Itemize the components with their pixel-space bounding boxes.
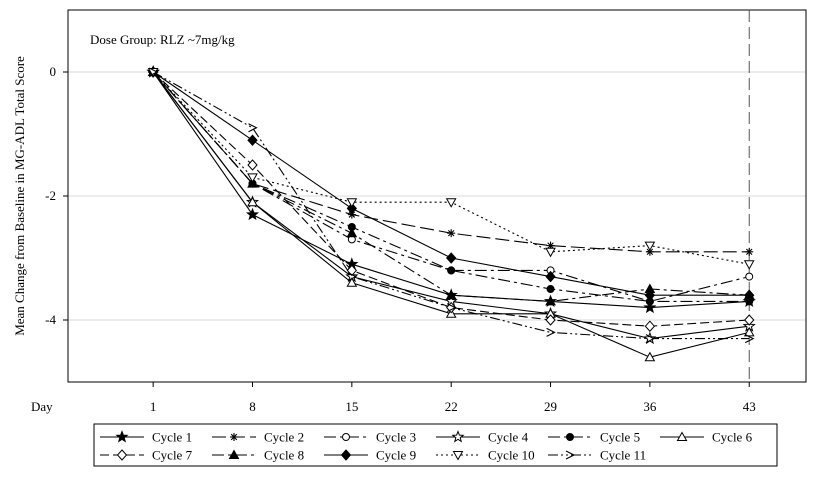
x-axis: 1 8 15 22 29 36 43 xyxy=(150,382,756,414)
data-point-cycle-1 xyxy=(643,300,657,314)
legend-swatch-marker xyxy=(565,450,576,460)
data-point-cycle-2 xyxy=(447,229,456,238)
data-point-cycle-11 xyxy=(347,272,358,282)
data-point-cycle-5 xyxy=(546,285,555,293)
data-point-cycle-11 xyxy=(744,334,755,344)
series-markers xyxy=(146,65,756,362)
data-point-cycle-10 xyxy=(445,198,457,208)
y-axis: 0 -2 -4 xyxy=(45,64,68,327)
x-axis-title: Day xyxy=(31,399,53,414)
data-point-cycle-8 xyxy=(247,178,258,188)
data-point-cycle-10 xyxy=(247,173,258,183)
x-tick-label: 22 xyxy=(445,399,458,414)
legend-swatch-marker xyxy=(676,431,688,441)
legend-swatch-marker xyxy=(115,430,129,443)
data-point-cycle-8 xyxy=(346,227,358,238)
data-point-cycle-7 xyxy=(644,320,656,332)
legend-item-cycle-2: Cycle 2 xyxy=(212,430,304,445)
legend-label-cycle-10: Cycle 10 xyxy=(488,448,535,463)
data-point-cycle-6 xyxy=(247,196,258,207)
legend-label-cycle-6: Cycle 6 xyxy=(712,430,753,445)
legend-swatch-marker xyxy=(566,433,574,441)
data-point-cycle-10 xyxy=(644,241,656,252)
data-point-cycle-9 xyxy=(644,289,656,301)
y-tick-label: -2 xyxy=(45,188,56,203)
data-point-cycle-10 xyxy=(346,198,358,208)
data-point-cycle-1 xyxy=(245,207,260,221)
legend-item-cycle-5: Cycle 5 xyxy=(548,430,640,445)
data-point-cycle-9 xyxy=(346,202,358,215)
x-tick-label: 43 xyxy=(743,399,756,414)
y-tick-label: 0 xyxy=(50,64,57,79)
legend-swatch-marker xyxy=(340,449,352,461)
data-point-cycle-11 xyxy=(148,67,159,77)
legend: Cycle 1 Cycle 2 Cycle 3 Cycle 4 Cycle 5 Cycle… xyxy=(100,430,753,463)
legend-label-cycle-1: Cycle 1 xyxy=(152,430,192,445)
data-point-cycle-11 xyxy=(645,334,656,344)
legend-item-cycle-8: Cycle 8 xyxy=(212,448,304,463)
legend-label-cycle-11: Cycle 11 xyxy=(600,448,646,463)
legend-item-cycle-3: Cycle 3 xyxy=(324,430,416,445)
legend-swatch-marker xyxy=(228,449,240,459)
legend-item-cycle-7: Cycle 7 xyxy=(100,448,193,463)
legend-box xyxy=(93,423,778,467)
x-tick-label: 29 xyxy=(544,399,557,414)
data-point-cycle-6 xyxy=(346,277,358,287)
legend-label-cycle-4: Cycle 4 xyxy=(488,430,529,445)
dose-group-annotation: Dose Group: RLZ ~7mg/kg xyxy=(90,32,235,47)
y-tick-label: -4 xyxy=(45,312,56,327)
legend-swatch-marker xyxy=(116,449,128,461)
legend-item-cycle-9: Cycle 9 xyxy=(324,448,416,463)
data-point-cycle-6 xyxy=(743,326,755,337)
legend-label-cycle-5: Cycle 5 xyxy=(600,430,640,445)
gridlines xyxy=(68,71,806,321)
data-point-cycle-11 xyxy=(546,327,556,337)
data-point-cycle-7 xyxy=(446,301,457,314)
data-point-cycle-5 xyxy=(447,266,456,275)
legend-item-cycle-1: Cycle 1 xyxy=(100,430,192,445)
data-point-cycle-2 xyxy=(347,210,356,219)
data-point-cycle-9 xyxy=(744,289,755,301)
data-point-cycle-2 xyxy=(745,247,754,256)
x-tick-label: 1 xyxy=(150,399,157,414)
series-line-cycle-2 xyxy=(152,71,750,253)
legend-item-cycle-10: Cycle 10 xyxy=(436,448,535,463)
legend-swatch-marker xyxy=(230,433,238,441)
data-point-cycle-10 xyxy=(743,260,755,270)
x-tick-label: 36 xyxy=(643,399,657,414)
data-point-cycle-3 xyxy=(745,272,754,281)
legend-swatch-marker xyxy=(451,430,465,443)
data-point-cycle-6 xyxy=(644,351,656,362)
data-point-cycle-8 xyxy=(545,295,556,306)
data-point-cycle-8 xyxy=(445,289,457,300)
data-point-cycle-7 xyxy=(744,314,755,326)
x-tick-label: 15 xyxy=(345,399,358,414)
data-point-cycle-9 xyxy=(446,252,457,264)
legend-label-cycle-3: Cycle 3 xyxy=(376,430,416,445)
x-tick-label: 8 xyxy=(249,399,256,414)
legend-swatch-marker xyxy=(452,451,464,461)
legend-label-cycle-8: Cycle 8 xyxy=(264,448,304,463)
legend-label-cycle-2: Cycle 2 xyxy=(264,430,304,445)
data-point-cycle-7 xyxy=(247,159,258,171)
legend-item-cycle-6: Cycle 6 xyxy=(660,430,753,445)
legend-item-cycle-4: Cycle 4 xyxy=(436,430,529,445)
data-point-cycle-11 xyxy=(446,303,457,313)
legend-label-cycle-9: Cycle 9 xyxy=(376,448,416,463)
data-point-cycle-7 xyxy=(545,314,556,326)
legend-swatch-marker xyxy=(342,433,350,441)
y-axis-title: Mean Change from Baseline in MG-ADL Tota… xyxy=(12,56,27,336)
data-point-cycle-9 xyxy=(247,134,258,146)
legend-label-cycle-7: Cycle 7 xyxy=(152,448,193,463)
data-point-cycle-10 xyxy=(545,247,556,258)
data-point-cycle-11 xyxy=(248,123,258,133)
legend-item-cycle-11: Cycle 11 xyxy=(548,448,646,463)
data-point-cycle-9 xyxy=(545,270,556,283)
